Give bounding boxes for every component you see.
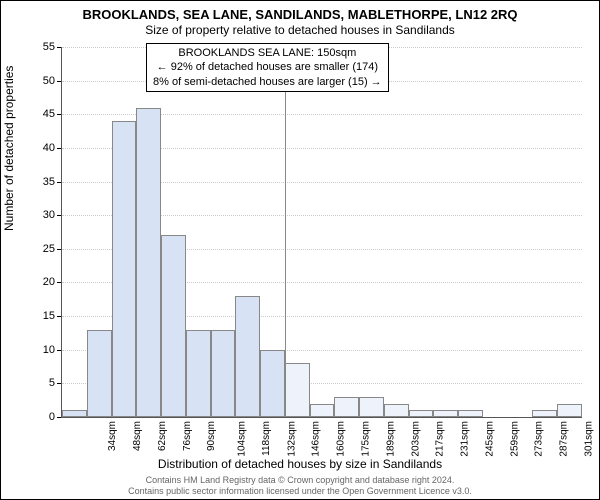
x-tick-label: 203sqm	[410, 421, 421, 457]
histogram-bar	[310, 404, 335, 417]
histogram-bar	[136, 108, 161, 417]
x-tick-label: 160sqm	[336, 421, 347, 457]
histogram-bar	[359, 397, 384, 417]
histogram-bar	[161, 235, 186, 417]
histogram-bar	[334, 397, 359, 417]
histogram-bar	[384, 404, 409, 417]
x-tick-label: 259sqm	[509, 421, 520, 457]
histogram-bar	[532, 410, 557, 417]
footer-line1: Contains HM Land Registry data © Crown c…	[1, 475, 599, 486]
x-tick-label: 146sqm	[311, 421, 322, 457]
x-tick-label: 132sqm	[286, 421, 297, 457]
y-tick-label: 20	[25, 276, 55, 288]
y-tick-label: 55	[25, 41, 55, 53]
footer-line2: Contains public sector information licen…	[1, 486, 599, 497]
x-tick-label: 189sqm	[385, 421, 396, 457]
callout-line3: 8% of semi-detached houses are larger (1…	[153, 75, 382, 89]
histogram-bar	[112, 121, 137, 417]
chart-container: BROOKLANDS, SEA LANE, SANDILANDS, MABLET…	[0, 0, 600, 500]
x-axis-label: Distribution of detached houses by size …	[1, 457, 599, 471]
y-tick-label: 50	[25, 75, 55, 87]
histogram-bar	[87, 330, 112, 417]
histogram-bar	[557, 404, 582, 417]
histogram-bar	[285, 363, 310, 417]
x-tick-label: 48sqm	[132, 421, 143, 451]
x-tick-label: 62sqm	[157, 421, 168, 451]
x-tick-label: 34sqm	[107, 421, 118, 451]
x-tick-label: 245sqm	[484, 421, 495, 457]
y-tick-label: 5	[25, 377, 55, 389]
x-tick-label: 231sqm	[460, 421, 471, 457]
x-tick-label: 90sqm	[206, 421, 217, 451]
histogram-bar	[62, 410, 87, 417]
histogram-bar	[211, 330, 236, 417]
y-tick-label: 15	[25, 310, 55, 322]
histogram-bar	[260, 350, 285, 417]
histogram-bar	[458, 410, 483, 417]
x-tick-label: 76sqm	[182, 421, 193, 451]
page-subtitle: Size of property relative to detached ho…	[1, 23, 599, 37]
x-tick-label: 217sqm	[435, 421, 446, 457]
y-tick-label: 10	[25, 344, 55, 356]
y-tick-label: 35	[25, 176, 55, 188]
histogram-bar	[433, 410, 458, 417]
histogram-bar	[186, 330, 211, 417]
plot-area	[61, 47, 582, 418]
x-tick-label: 118sqm	[261, 421, 272, 456]
y-tick-label: 0	[25, 411, 55, 423]
y-tick-label: 30	[25, 209, 55, 221]
x-tick-label: 273sqm	[534, 421, 545, 457]
y-tick-label: 40	[25, 142, 55, 154]
callout-line2: ← 92% of detached houses are smaller (17…	[153, 60, 382, 74]
histogram-bar	[409, 410, 434, 417]
x-tick-label: 175sqm	[361, 421, 372, 457]
footer: Contains HM Land Registry data © Crown c…	[1, 475, 599, 497]
x-tick-label: 301sqm	[583, 421, 594, 457]
highlight-line	[285, 47, 286, 417]
callout-box: BROOKLANDS SEA LANE: 150sqm ← 92% of det…	[146, 43, 389, 92]
x-tick-label: 104sqm	[237, 421, 248, 457]
y-tick-label: 25	[25, 243, 55, 255]
page-title: BROOKLANDS, SEA LANE, SANDILANDS, MABLET…	[1, 7, 599, 22]
y-axis-label: Number of detached properties	[2, 66, 16, 231]
callout-line1: BROOKLANDS SEA LANE: 150sqm	[153, 46, 382, 60]
x-tick-label: 287sqm	[559, 421, 570, 457]
histogram-bar	[235, 296, 260, 417]
y-tick-label: 45	[25, 108, 55, 120]
